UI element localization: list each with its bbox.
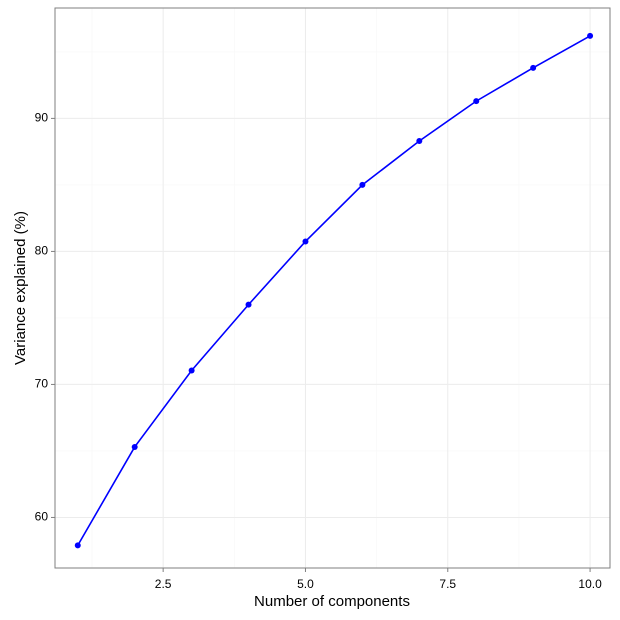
point	[245, 301, 252, 308]
point	[131, 443, 138, 450]
point	[302, 238, 309, 245]
x-tick-label: 10.0	[578, 577, 602, 591]
point	[416, 138, 423, 145]
point	[74, 542, 81, 549]
point	[587, 32, 594, 39]
panel-border	[54, 7, 611, 569]
x-tick-label: 5.0	[297, 577, 314, 591]
x-axis-title: Number of components	[254, 593, 410, 610]
y-tick-label: 80	[35, 244, 49, 258]
y-tick-label: 70	[35, 377, 49, 391]
point	[188, 367, 195, 374]
line	[77, 35, 591, 546]
x-tick-label: 2.5	[155, 577, 172, 591]
y-axis-title: Variance explained (%)	[12, 211, 29, 365]
point	[473, 98, 480, 105]
y-tick-label: 60	[35, 510, 49, 524]
point	[530, 64, 537, 71]
y-tick-label: 90	[35, 111, 49, 125]
x-tick-label: 7.5	[439, 577, 456, 591]
point	[359, 181, 366, 188]
